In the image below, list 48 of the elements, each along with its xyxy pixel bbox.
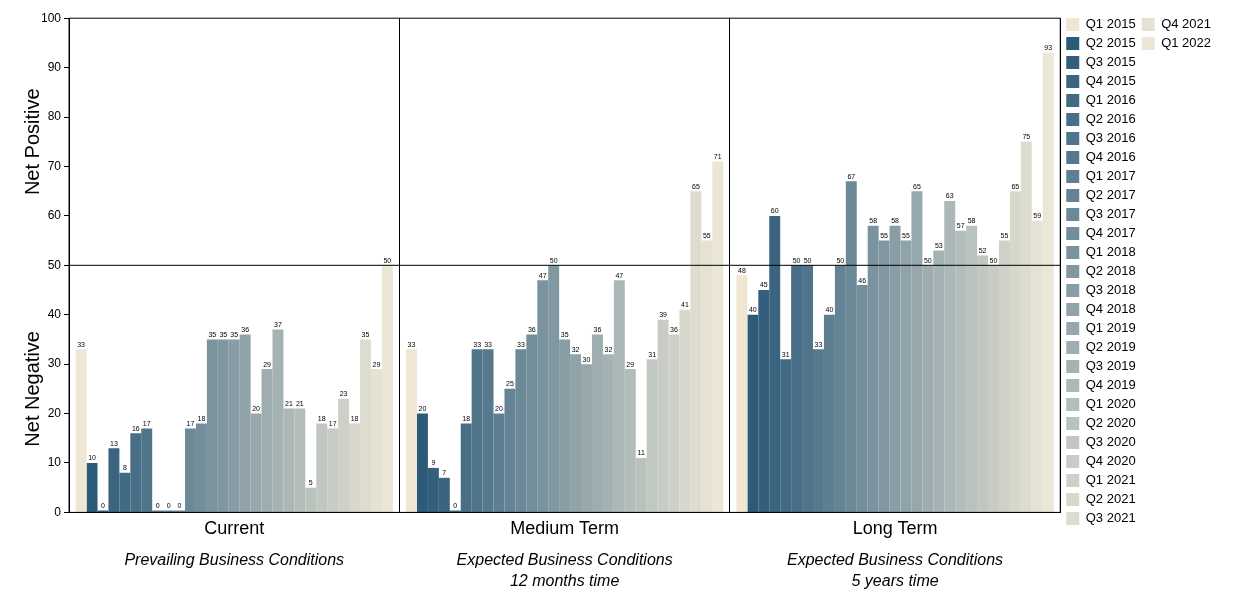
y-tick-label: 70 xyxy=(47,158,62,173)
x-tick-label: Long Term xyxy=(852,518,938,539)
legend-label: Q2 2017 xyxy=(1085,187,1136,203)
x-tick-label: Current xyxy=(204,518,265,539)
legend-label: Q1 2016 xyxy=(1085,92,1136,108)
y-tick-label: 80 xyxy=(47,109,62,124)
legend-label: Q2 2019 xyxy=(1085,339,1136,355)
legend-label: Q4 2015 xyxy=(1085,73,1136,89)
legend-label: Q3 2017 xyxy=(1085,206,1136,222)
legend-label: Q2 2016 xyxy=(1085,111,1136,127)
legend-label: Q2 2021 xyxy=(1085,491,1136,507)
legend-label: Q4 2016 xyxy=(1085,149,1136,165)
y-tick-label: 0 xyxy=(54,504,62,519)
y-tick-label: 40 xyxy=(47,307,62,322)
legend-label: Q1 2020 xyxy=(1085,396,1136,412)
legend-label: Q3 2021 xyxy=(1085,510,1136,526)
y-tick-label: 10 xyxy=(47,455,62,470)
legend-label: Q3 2016 xyxy=(1085,130,1136,146)
y-tick-label: 90 xyxy=(47,59,62,74)
legend-label: Q1 2015 xyxy=(1085,16,1136,32)
legend-label: Q4 2019 xyxy=(1085,377,1136,393)
legend-label: Q4 2017 xyxy=(1085,225,1136,241)
legend-label: Q1 2022 xyxy=(1161,35,1211,51)
legend-label: Q4 2020 xyxy=(1085,453,1136,469)
legend-label: Q1 2021 xyxy=(1085,472,1136,488)
legend-label: Q2 2015 xyxy=(1085,35,1136,51)
y-tick-label: 50 xyxy=(47,257,62,272)
y-tick-label: 20 xyxy=(47,405,62,420)
legend-label: Q1 2017 xyxy=(1085,168,1136,184)
legend-label: Q3 2015 xyxy=(1085,54,1136,70)
legend-label: Q2 2018 xyxy=(1085,263,1136,279)
legend-label: Q3 2019 xyxy=(1085,358,1136,374)
legend-label: Q4 2018 xyxy=(1085,301,1136,317)
text: Net Positive xyxy=(20,88,43,196)
legend-label: Q4 2021 xyxy=(1161,16,1211,32)
y-tick-label: 60 xyxy=(47,208,62,223)
legend-label: Q3 2020 xyxy=(1085,434,1136,450)
text: Expected Business Conditions 12 months time xyxy=(456,550,673,589)
y-tick-label: 30 xyxy=(47,356,62,371)
x-tick-label: Medium Term xyxy=(510,518,619,539)
text: Net Negative xyxy=(20,331,43,447)
legend-label: Q3 2018 xyxy=(1085,282,1136,298)
text: Prevailing Business Conditions xyxy=(124,550,345,568)
legend-label: Q2 2020 xyxy=(1085,415,1136,431)
text: Expected Business Conditions 5 years time xyxy=(786,550,1004,589)
legend-label: Q1 2019 xyxy=(1085,320,1136,336)
y-tick-label: 100 xyxy=(40,10,62,25)
legend-label: Q1 2018 xyxy=(1085,244,1136,260)
